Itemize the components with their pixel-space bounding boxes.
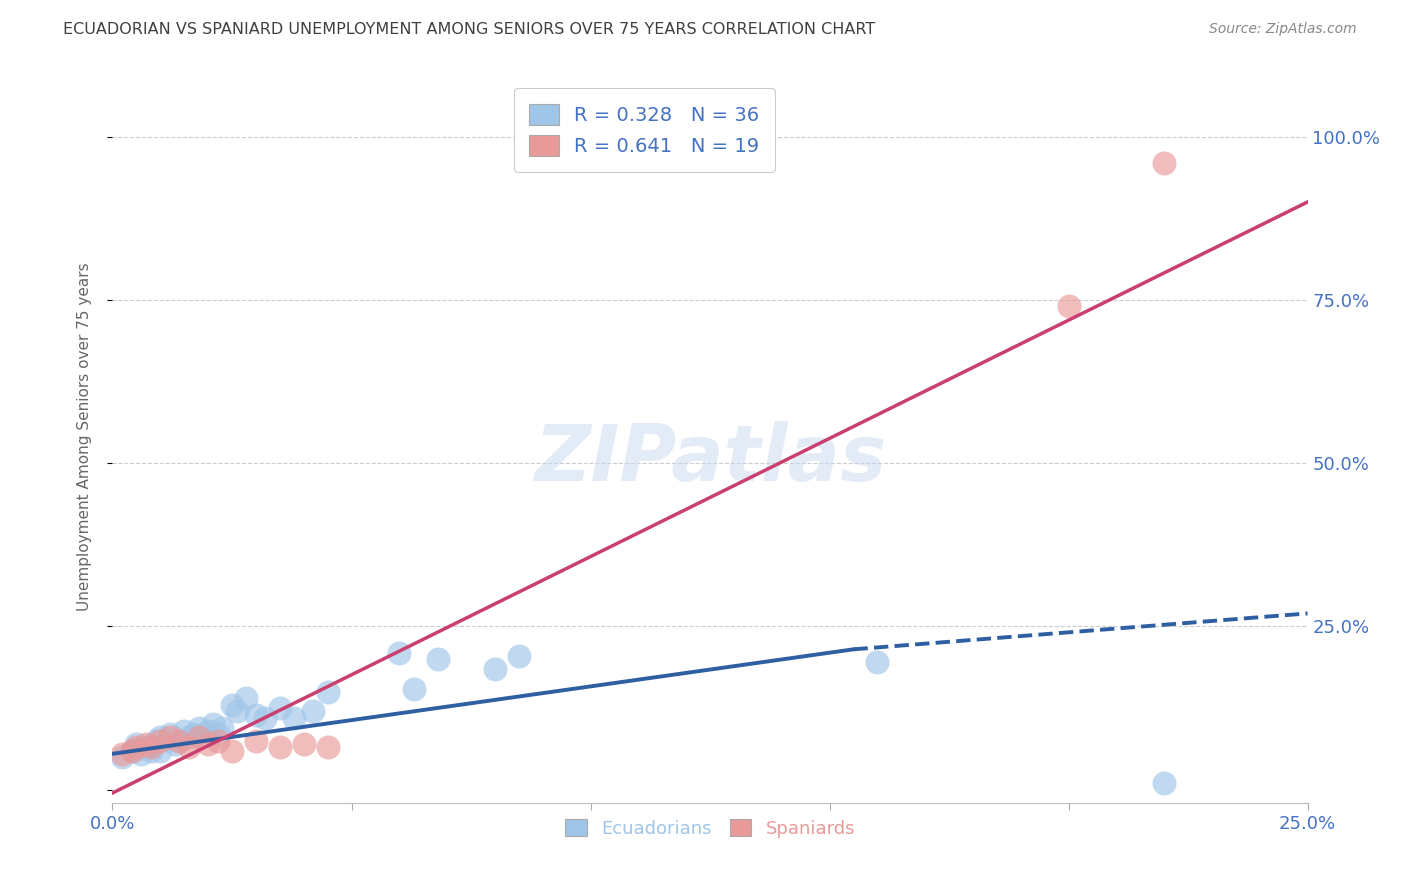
Point [121, 743, 143, 757]
Point [159, 727, 181, 741]
Point [163, 737, 186, 751]
Point [197, 737, 219, 751]
Point [129, 747, 152, 761]
Point [269, 701, 291, 715]
Point [187, 721, 209, 735]
Point [145, 733, 167, 747]
Point [254, 711, 277, 725]
Point [235, 691, 257, 706]
Point [283, 711, 305, 725]
Point [125, 740, 148, 755]
Point [221, 743, 243, 757]
Point [187, 731, 209, 745]
Point [177, 740, 200, 755]
Point [269, 740, 291, 755]
Point [866, 656, 889, 670]
Point [508, 648, 530, 663]
Point [111, 747, 134, 761]
Point [388, 646, 411, 660]
Point [183, 727, 205, 741]
Point [207, 727, 229, 741]
Point [302, 705, 325, 719]
Point [139, 740, 162, 755]
Point [207, 733, 229, 747]
Point [402, 681, 425, 696]
Point [1057, 300, 1080, 314]
Point [169, 733, 191, 747]
Point [111, 750, 134, 764]
Y-axis label: Unemployment Among Seniors over 75 years: Unemployment Among Seniors over 75 years [77, 263, 91, 611]
Point [221, 698, 243, 712]
Point [121, 743, 143, 757]
Point [316, 740, 339, 755]
Point [173, 723, 195, 738]
Point [149, 731, 172, 745]
Text: ECUADORIAN VS SPANIARD UNEMPLOYMENT AMONG SENIORS OVER 75 YEARS CORRELATION CHAR: ECUADORIAN VS SPANIARD UNEMPLOYMENT AMON… [63, 22, 876, 37]
Point [139, 743, 162, 757]
Point [1153, 155, 1175, 169]
Point [225, 705, 247, 719]
Point [197, 723, 219, 738]
Text: ZIPatlas: ZIPatlas [534, 421, 886, 497]
Point [135, 737, 157, 751]
Point [177, 731, 200, 745]
Point [201, 717, 224, 731]
Point [149, 733, 172, 747]
Text: Source: ZipAtlas.com: Source: ZipAtlas.com [1209, 22, 1357, 37]
Point [292, 737, 315, 751]
Point [169, 733, 191, 747]
Point [149, 743, 172, 757]
Point [1153, 776, 1175, 790]
Point [211, 721, 233, 735]
Point [316, 685, 339, 699]
Point [245, 707, 267, 722]
Point [159, 731, 181, 745]
Point [125, 737, 148, 751]
Legend: R = 0.328   N = 36, R = 0.641   N = 19: R = 0.328 N = 36, R = 0.641 N = 19 [513, 88, 775, 171]
Point [484, 662, 506, 676]
Point [135, 740, 157, 755]
Point [245, 733, 267, 747]
Point [426, 652, 449, 666]
